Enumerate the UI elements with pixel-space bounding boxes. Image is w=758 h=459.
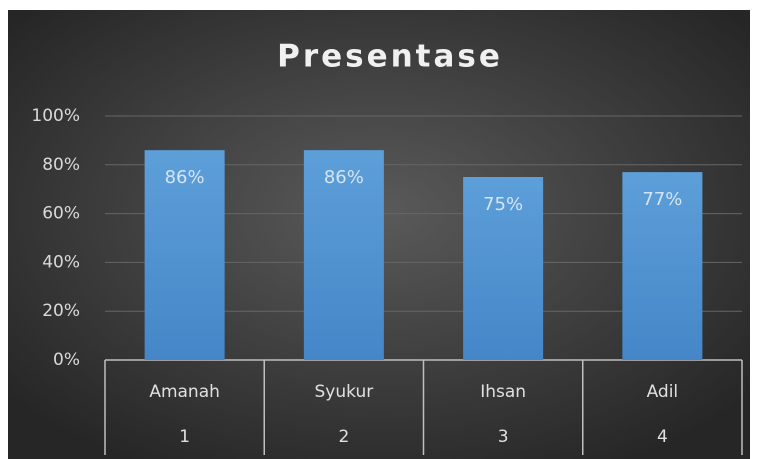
y-tick-label: 100%	[31, 106, 80, 126]
x-sub-tick-label: 4	[657, 427, 668, 447]
y-tick-label: 20%	[42, 301, 80, 321]
x-sub-tick-label: 3	[498, 427, 509, 447]
bar	[144, 150, 225, 360]
bar	[463, 177, 544, 360]
data-label: 86%	[324, 167, 364, 188]
x-sub-tick-label: 2	[338, 427, 349, 447]
y-tick-label: 40%	[42, 252, 80, 272]
y-tick-label: 80%	[42, 155, 80, 175]
y-tick-label: 0%	[53, 350, 80, 370]
x-tick-label: Adil	[647, 382, 679, 402]
bar	[622, 172, 703, 360]
data-label: 77%	[642, 189, 682, 210]
bar	[303, 150, 384, 360]
chart-title: Presentase	[277, 39, 503, 75]
y-tick-label: 60%	[42, 204, 80, 224]
x-tick-label: Amanah	[149, 382, 220, 402]
x-tick-label: Ihsan	[480, 382, 526, 402]
x-tick-label: Syukur	[315, 382, 374, 402]
data-label: 86%	[165, 167, 205, 188]
x-sub-tick-label: 1	[179, 427, 190, 447]
data-label: 75%	[483, 194, 523, 215]
